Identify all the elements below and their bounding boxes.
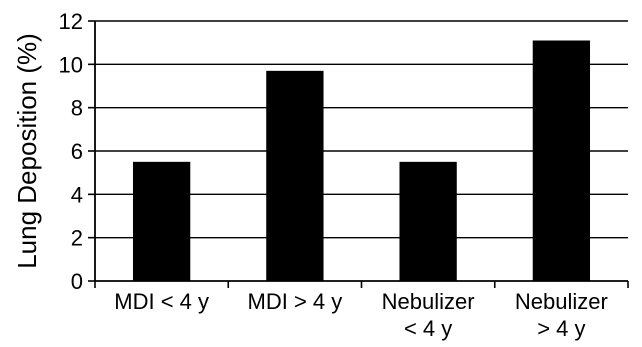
y-tick-label-0: 0	[71, 269, 83, 294]
bars	[132, 40, 591, 281]
y-tick-label-6: 6	[71, 139, 83, 164]
bar-2	[266, 70, 324, 281]
bar-3	[399, 161, 457, 281]
bar-1	[132, 161, 191, 281]
y-tick-label-2: 2	[71, 226, 83, 251]
x-category-label-1: MDI < 4 y	[114, 289, 209, 314]
y-tick-label-12: 12	[59, 9, 83, 34]
y-tick-label-10: 10	[59, 52, 83, 77]
x-category-label-4: Nebulizer	[515, 289, 608, 314]
x-category-label-4-line2: > 4 y	[537, 316, 585, 341]
x-category-label-3-line2: < 4 y	[404, 316, 452, 341]
x-category-label-3: Nebulizer	[382, 289, 475, 314]
y-tick-labels: 0 2 4 6 8 10 12	[59, 9, 83, 294]
bar-4	[532, 40, 591, 281]
axes	[88, 20, 629, 288]
x-category-label-2: MDI > 4 y	[248, 289, 343, 314]
y-tick-label-4: 4	[71, 182, 83, 207]
y-tick-label-8: 8	[71, 96, 83, 121]
y-axis-title: Lung Deposition (%)	[12, 33, 42, 269]
x-category-labels: MDI < 4 y MDI > 4 y Nebulizer< 4 yNebulize…	[114, 289, 608, 341]
